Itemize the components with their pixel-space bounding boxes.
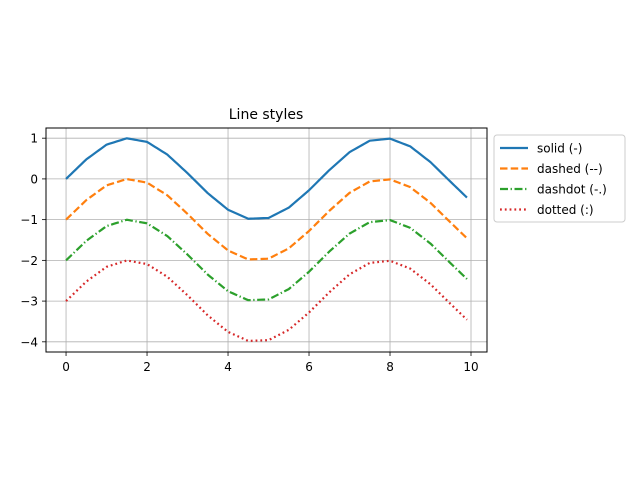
y-tick-label: −1 [20,213,38,227]
x-tick-label: 8 [386,360,394,374]
x-tick-label: 4 [224,360,232,374]
x-tick-label: 6 [305,360,313,374]
y-tick-label: 0 [30,172,38,186]
legend-frame [493,134,626,223]
x-tick-label: 10 [463,360,478,374]
y-tick-label: −3 [20,295,38,309]
series-line-solid [65,137,468,220]
y-tick-label: −4 [20,335,38,349]
x-tick-label: 2 [143,360,151,374]
legend-label: solid (-) [537,142,582,156]
plot-frame [45,127,488,353]
series-layer [65,137,468,343]
y-tick-label: −2 [20,254,38,268]
x-tick-label: 0 [62,360,70,374]
legend-label: dashed (--) [537,162,603,176]
y-tick-label: 1 [30,132,38,146]
grid-layer [46,128,487,352]
legend-label: dashdot (-.) [537,183,607,197]
series-line-dashdot [65,218,468,302]
legend: solid (-) dashed (--) dashdot (-.) dotted (… [493,134,626,223]
chart-title: Line styles [229,107,304,123]
series-line-dashed [65,177,468,261]
legend-label: dotted (:) [537,203,594,217]
